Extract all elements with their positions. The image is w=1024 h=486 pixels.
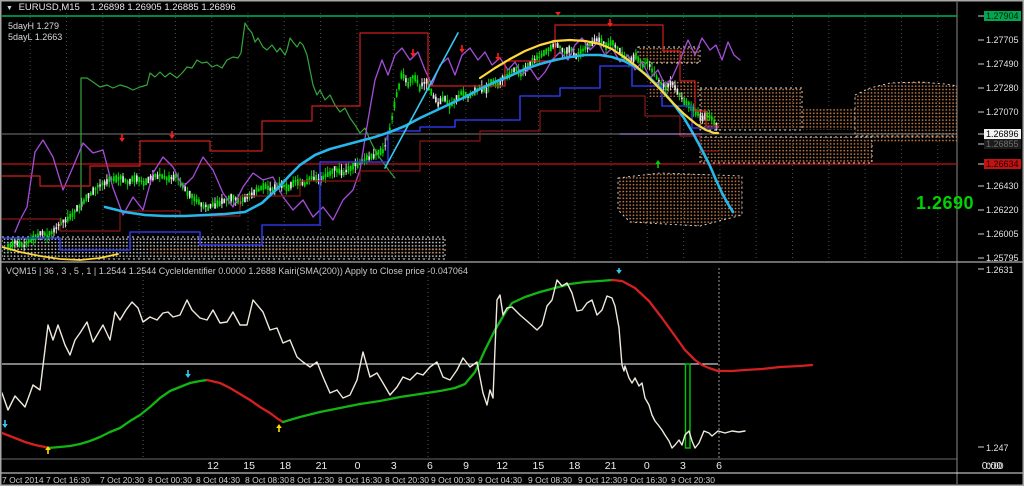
signal-ma-segment-2: [205, 378, 285, 424]
price-axis-label: 1.27705: [986, 35, 1019, 45]
hour-tick-label: 0: [643, 460, 650, 472]
price-axis-label: 1.26430: [986, 181, 1019, 191]
hour-tick-label: 12: [207, 460, 219, 472]
hour-tick-label: 18: [279, 460, 292, 472]
signal-ma-segment-0: [2, 431, 50, 450]
hour-tick-label: 3: [390, 460, 397, 472]
hour-tick-label: 3: [680, 460, 686, 472]
date-tick-label: 7 Oct 16:30: [46, 475, 90, 485]
date-tick-label: 9 Oct 04:30: [478, 475, 522, 485]
date-tick-label: 8 Oct 12:30: [290, 475, 334, 485]
yellow-ma-left: [2, 246, 119, 261]
fiveday-high-label: 5dayH 1.279: [8, 21, 60, 31]
price-axis-label: 1.27490: [986, 59, 1019, 69]
kumo-future-right: [855, 82, 957, 136]
indicator-header: VQM15 | 36 , 3 , 5 , 1 | 1.2544 1.2544 C…: [6, 266, 468, 276]
lower-axis-bottom-label: 1.247: [986, 443, 1009, 453]
lower-axis-top-label: 1.2631: [986, 265, 1014, 275]
kumo-below-red: [618, 173, 742, 226]
price-axis-marker: 1.27904: [984, 11, 1021, 21]
date-tick-label: 7 Oct 20:30: [100, 475, 144, 485]
price-axis-marker: 1.26855: [984, 139, 1021, 149]
yellow-ma-right: [478, 38, 720, 135]
hour-tick-label: 15: [243, 460, 255, 472]
red-step-upper: [2, 24, 719, 187]
price-axis-label: 1.26005: [986, 229, 1019, 239]
date-tick-label: 8 Oct 04:30: [196, 475, 240, 485]
chart-symbol-period: EURUSD,M15: [18, 2, 80, 13]
price-axis-marker: 1.26634: [984, 159, 1021, 169]
hour-tick-label: 15: [532, 460, 545, 472]
chart-titlebar: ▼ EURUSD,M15 1.26898 1.26905 1.26885 1.2…: [6, 2, 236, 13]
kumo-upper-b: [700, 88, 802, 130]
price-axis-label: 1.27280: [986, 83, 1019, 93]
date-tick-label: 8 Oct 16:30: [338, 475, 382, 485]
current-price: 1.2690: [915, 193, 974, 213]
cyan-ma: [103, 53, 735, 218]
hour-tick-label: 21: [315, 460, 328, 472]
red-step-lower: [2, 95, 719, 232]
main-plot: [2, 12, 957, 261]
date-tick-label: 7 Oct 2014: [2, 475, 44, 485]
hour-tick-label: 9: [463, 460, 469, 472]
kumo-upper-a: [638, 47, 700, 63]
green-overlay-line: [80, 22, 396, 211]
price-axis-label: 1.25795: [986, 253, 1019, 263]
price-axis-label: 1.26220: [986, 205, 1019, 215]
cyan-trendline: [384, 32, 459, 169]
date-tick-label: 8 Oct 08:30: [245, 475, 289, 485]
hour-tick-label: 6: [426, 460, 433, 472]
vq-white-line: [2, 279, 746, 449]
collapse-triangle-icon[interactable]: ▼: [6, 5, 13, 12]
signal-ma-segment-3: [281, 278, 614, 424]
lower-axis-corner-label: 0:00: [986, 461, 1004, 471]
hour-tick-label: 18: [568, 460, 581, 472]
price-axis-marker: 1.26896: [984, 129, 1021, 139]
hour-tick-label: 21: [604, 460, 617, 472]
date-tick-label: 9 Oct 16:30: [623, 475, 667, 485]
date-tick-label: 8 Oct 20:30: [385, 475, 429, 485]
quote-panel: 1.2690: [916, 193, 974, 214]
signal-ma-segment-1: [46, 378, 209, 450]
kumo-bottom-left-tan: [150, 247, 445, 253]
hour-tick-label: 0: [354, 460, 361, 472]
axis-ticks: [978, 15, 984, 448]
date-tick-label: 8 Oct 00:30: [148, 475, 192, 485]
fiveday-low-label: 5dayL 1.2663: [8, 32, 63, 42]
date-tick-label: 9 Oct 08:30: [528, 475, 572, 485]
price-axis-label: 1.27070: [986, 107, 1019, 117]
kumo-mid-thin: [872, 136, 957, 143]
candlesticks: [7, 32, 718, 253]
hour-tick-label: 0:00: [981, 460, 1003, 472]
lower-plot: [2, 268, 814, 459]
vq-green-spike: [684, 363, 691, 449]
hour-tick-label: 12: [496, 460, 509, 472]
date-tick-label: 9 Oct 00:30: [431, 475, 475, 485]
signal-ma-segment-4: [610, 278, 814, 373]
blue-step-line: [2, 65, 717, 251]
date-tick-label: 9 Oct 12:30: [578, 475, 622, 485]
kumo-upper-c: [802, 108, 855, 130]
hour-tick-label: 6: [716, 460, 723, 472]
date-tick-label: 9 Oct 20:30: [671, 475, 715, 485]
chart-ohlc-quotes: 1.26898 1.26905 1.26885 1.26896: [90, 2, 236, 13]
kumo-mid-band: [700, 137, 872, 163]
